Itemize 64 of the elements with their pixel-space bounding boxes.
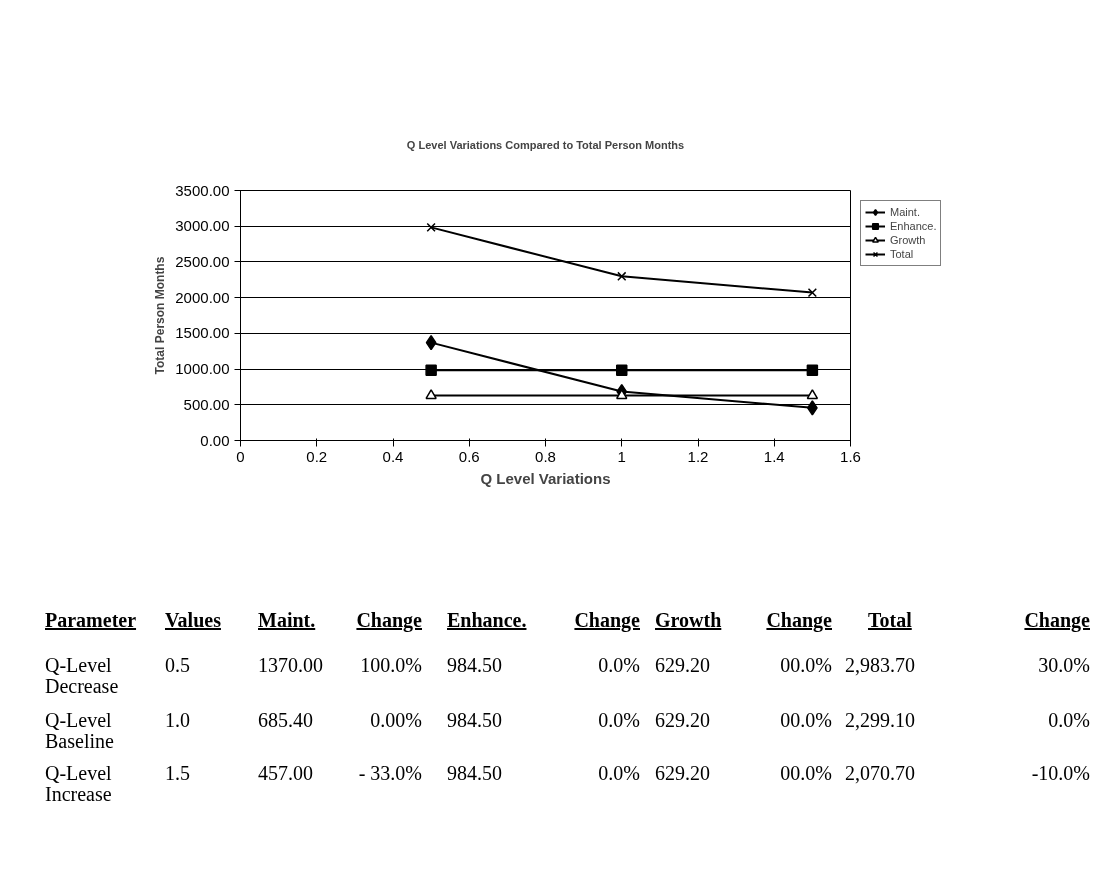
text: Change (574, 609, 640, 631)
text: Q-Level Increase (45, 762, 112, 805)
text: - 33.0% (358, 762, 422, 784)
x-axis-title: Q Level Variations (480, 469, 611, 487)
y-tick-label: 2000.00 (175, 288, 230, 306)
x-tick-label: 0 (236, 447, 245, 465)
text: 0.0% (1048, 709, 1090, 731)
y-tick-label: 1000.00 (175, 360, 230, 378)
text: Change (1024, 609, 1090, 631)
text: 629.20 (655, 654, 710, 676)
text: Values (165, 609, 221, 631)
x-tick-label: 1.4 (763, 447, 785, 465)
text: 0.0% (598, 762, 640, 784)
text: 2,983.70 (845, 654, 915, 676)
legend-label: Growth (890, 233, 926, 247)
x-tick-label: 1 (617, 447, 626, 465)
text: 984.50 (447, 654, 502, 676)
legend-label: Maint. (890, 205, 920, 219)
text: 685.40 (258, 709, 313, 731)
x-tick-label: 1.2 (687, 447, 709, 465)
text: -10.0% (1031, 762, 1090, 784)
text: 100.0% (360, 654, 422, 676)
text: 30.0% (1038, 654, 1090, 676)
text: Q-Level Baseline (45, 709, 114, 752)
legend-label: Total (890, 247, 914, 261)
y-tick-label: 500.00 (183, 395, 230, 413)
text: 1.0 (165, 709, 190, 731)
text: Growth (655, 609, 722, 631)
x-tick-label: 0.4 (382, 447, 404, 465)
text: 00.0% (780, 709, 832, 731)
text: 0.0% (598, 654, 640, 676)
text: 1370.00 (258, 654, 323, 676)
text: 1.5 (165, 762, 190, 784)
text: 0.5 (165, 654, 190, 676)
legend-label: Enhance. (890, 219, 937, 233)
text: Total (868, 609, 912, 631)
text: 00.0% (780, 654, 832, 676)
x-tick-label: 0.8 (535, 447, 556, 465)
y-tick-label: 3000.00 (175, 217, 230, 235)
text: 984.50 (447, 762, 502, 784)
y-tick-label: 1500.00 (175, 324, 230, 342)
text: 0.0% (598, 709, 640, 731)
text: Maint. (258, 609, 316, 631)
text: Enhance. (447, 609, 527, 631)
text: 629.20 (655, 762, 710, 784)
y-tick-label: 3500.00 (175, 181, 230, 199)
y-tick-label: 2500.00 (175, 252, 230, 270)
x-tick-label: 0.6 (458, 447, 480, 465)
chart-title: Q Level Variations Compared to Total Person Months (406, 138, 685, 151)
text: 457.00 (258, 762, 313, 784)
text: 629.20 (655, 709, 710, 731)
x-tick-label: 0.2 (306, 447, 328, 465)
y-tick-label: 0.00 (200, 431, 230, 449)
text: Change (766, 609, 832, 631)
text: 2,299.10 (845, 709, 915, 731)
text: Parameter (45, 609, 137, 631)
text: 0.00% (370, 709, 422, 731)
text: Q-Level Decrease (45, 654, 119, 697)
text: Change (356, 609, 422, 631)
y-axis-title: Total Person Months (153, 256, 168, 375)
text: 00.0% (780, 762, 832, 784)
x-tick-label: 1.6 (840, 447, 861, 465)
text: 2,070.70 (845, 762, 915, 784)
text: 984.50 (447, 709, 502, 731)
